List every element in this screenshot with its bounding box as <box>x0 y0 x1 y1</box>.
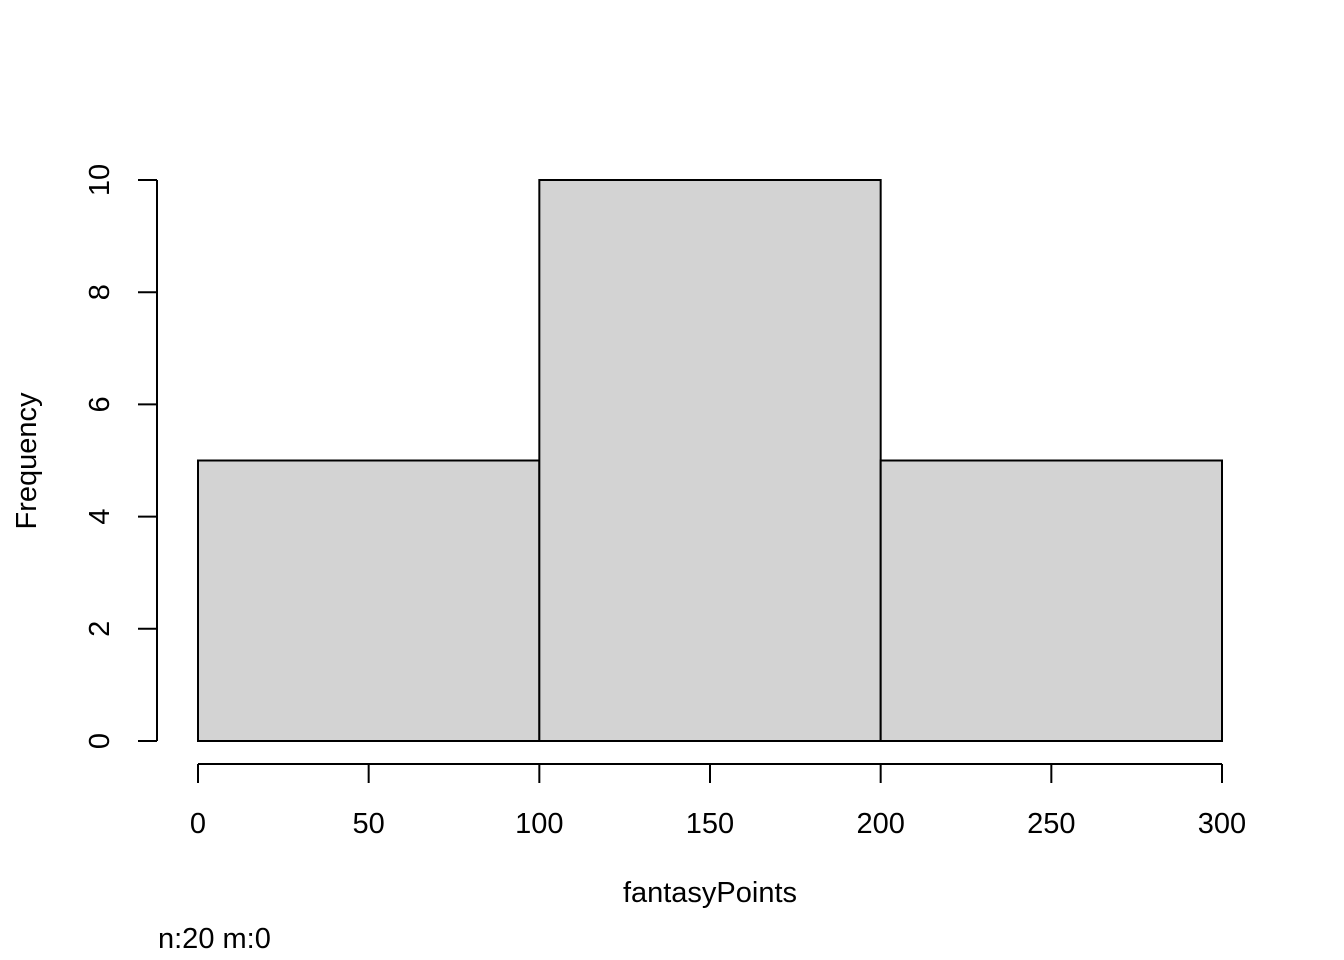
x-tick-label-250: 250 <box>1027 808 1075 840</box>
x-tick-label-0: 0 <box>190 808 206 840</box>
y-axis-title: Frequency <box>11 392 43 530</box>
y-tick-label-8: 8 <box>84 284 116 300</box>
histogram-bar-2 <box>879 459 1224 742</box>
footnote-text: n:20 m:0 <box>158 923 271 955</box>
x-tick-label-50: 50 <box>353 808 385 840</box>
x-tick-label-100: 100 <box>515 808 563 840</box>
y-axis: 0 2 4 6 8 10 <box>84 164 158 749</box>
x-tick-label-200: 200 <box>856 808 904 840</box>
x-tick-label-150: 150 <box>686 808 734 840</box>
y-tick-label-0: 0 <box>84 733 116 749</box>
y-tick-label-4: 4 <box>84 509 116 525</box>
y-tick-label-10: 10 <box>84 164 116 196</box>
y-tick-label-2: 2 <box>84 621 116 637</box>
x-axis: 0 50 100 150 200 250 300 <box>190 763 1246 840</box>
x-axis-title: fantasyPoints <box>623 877 797 909</box>
bars-group <box>197 179 1224 742</box>
histogram-bar-1 <box>538 179 882 742</box>
y-tick-label-6: 6 <box>84 396 116 412</box>
histogram-bar-0 <box>197 459 541 742</box>
x-tick-label-300: 300 <box>1198 808 1246 840</box>
